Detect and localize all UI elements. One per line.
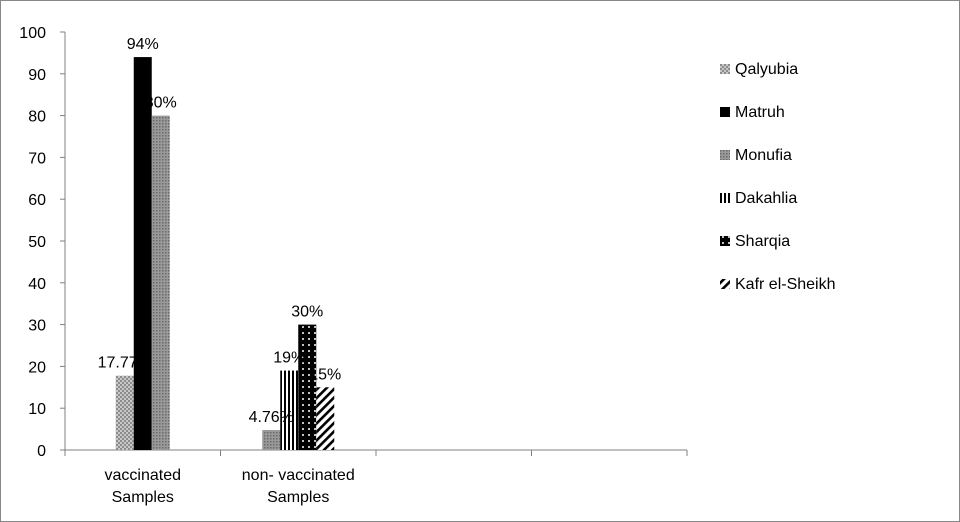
legend-swatch [720, 279, 730, 289]
legend-label: Matruh [735, 104, 785, 121]
bar [133, 57, 152, 450]
y-tick-label: 0 [37, 443, 46, 460]
legend-swatch [720, 150, 730, 160]
data-label: 15% [309, 366, 341, 383]
data-labels: 17.77% 94% 80% 4.76% 19% 30% 15% [98, 36, 342, 426]
bar [280, 370, 299, 450]
y-tick-label: 100 [19, 25, 46, 42]
y-tick-label: 70 [28, 150, 46, 167]
y-tick-label: 30 [28, 318, 46, 335]
x-tick-label: non- vaccinated Samples [242, 467, 355, 506]
y-axis: 0 10 20 30 40 50 60 70 80 90 100 [19, 25, 66, 460]
bar [262, 430, 281, 450]
x-tick-label: vaccinated Samples [105, 467, 182, 506]
data-label: 30% [291, 304, 323, 321]
data-label: 80% [145, 95, 177, 112]
legend-label: Qalyubia [735, 61, 798, 78]
bar [151, 115, 170, 450]
data-label: 19% [273, 350, 305, 367]
bars [115, 57, 335, 450]
legend-swatch [720, 107, 730, 117]
legend-label: Sharqia [735, 233, 790, 250]
data-label: 4.76% [249, 409, 294, 426]
y-tick-label: 90 [28, 67, 46, 84]
data-label: 94% [127, 36, 159, 53]
y-tick-label: 10 [28, 401, 46, 418]
y-tick-label: 60 [28, 192, 46, 209]
y-tick-label: 50 [28, 234, 46, 251]
bar [298, 324, 317, 450]
y-tick-label: 20 [28, 359, 46, 376]
data-label: 17.77% [98, 355, 152, 372]
legend: Qalyubia Matruh Monufia Dakahlia Sharqia Kafr… [720, 61, 836, 293]
x-axis: vaccinated Samples non- vaccinated Samples [64, 449, 688, 506]
y-tick-label: 40 [28, 276, 46, 293]
legend-swatch [720, 64, 730, 74]
legend-label: Kafr el-Sheikh [735, 276, 836, 293]
legend-swatch [720, 193, 730, 203]
legend-swatch [720, 236, 730, 246]
bar [316, 387, 335, 450]
legend-label: Dakahlia [735, 190, 797, 207]
y-tick-label: 80 [28, 109, 46, 126]
bar [115, 375, 134, 450]
legend-label: Monufia [735, 147, 792, 164]
